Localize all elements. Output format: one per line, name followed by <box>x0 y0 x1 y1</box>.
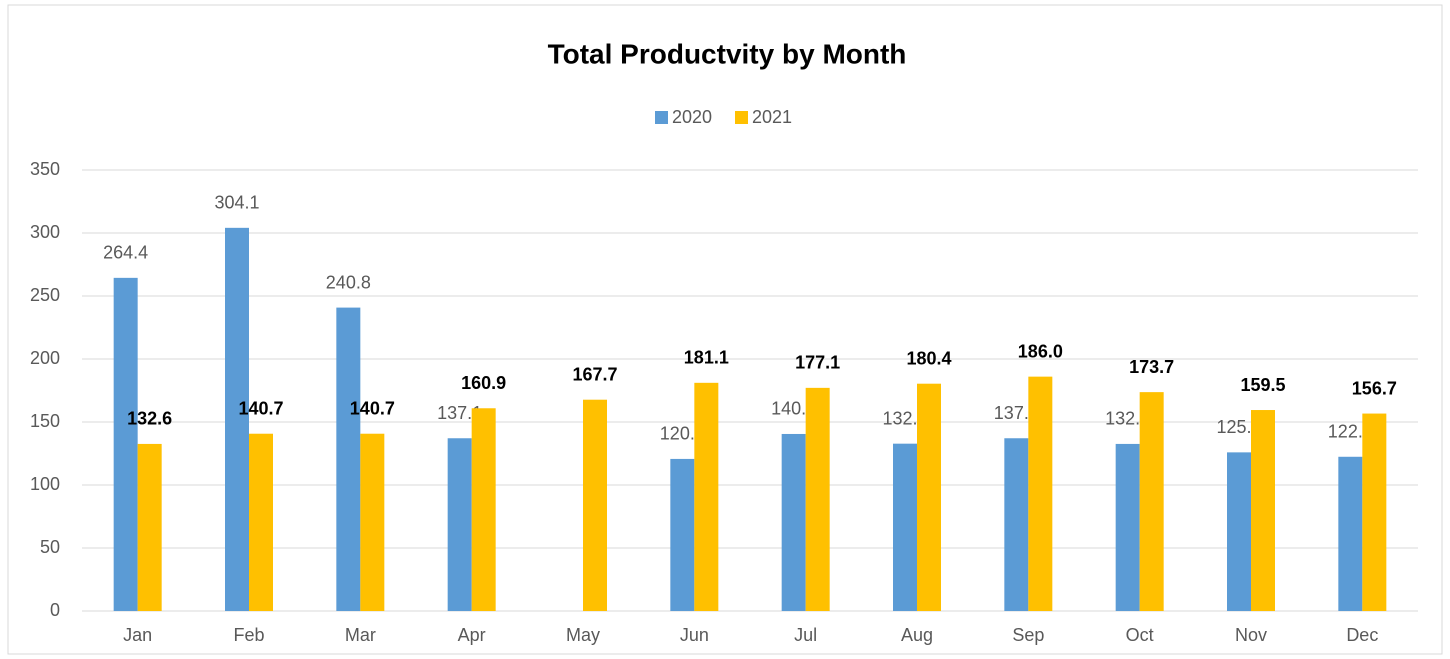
bar <box>360 433 385 611</box>
data-label: 156.7 <box>1352 378 1397 398</box>
data-label: 186.0 <box>1018 341 1063 361</box>
data-label: 132.6 <box>127 409 172 429</box>
bar <box>113 277 138 611</box>
bar <box>225 227 249 612</box>
bar <box>917 383 941 611</box>
data-label: 240.8 <box>326 272 371 292</box>
bar <box>694 382 719 611</box>
bar <box>1004 438 1029 611</box>
bar <box>781 433 806 611</box>
x-tick-label: Jan <box>123 625 152 645</box>
y-tick-label: 350 <box>30 159 60 179</box>
bar <box>137 443 162 611</box>
data-label: 132.8 <box>882 408 927 428</box>
data-label: 137.1 <box>994 403 1039 423</box>
y-tick-label: 50 <box>40 537 60 557</box>
bar <box>805 387 830 611</box>
data-label: 132.6 <box>1105 409 1150 429</box>
x-tick-label: Sep <box>1012 625 1044 645</box>
bar <box>1338 456 1363 611</box>
bar <box>1227 452 1251 611</box>
chart-border <box>7 4 1443 655</box>
bar <box>447 438 472 611</box>
y-tick-label: 300 <box>30 222 60 242</box>
bar <box>670 458 695 611</box>
legend-swatch <box>735 111 748 124</box>
data-label: 304.1 <box>214 193 259 213</box>
data-label: 180.4 <box>906 348 951 368</box>
y-tick-label: 150 <box>30 411 60 431</box>
x-tick-label: Mar <box>345 625 376 645</box>
x-tick-label: May <box>566 625 600 645</box>
x-tick-label: Jul <box>794 625 817 645</box>
data-label: 160.9 <box>461 373 506 393</box>
bar <box>1139 392 1164 611</box>
bar <box>249 433 273 611</box>
chart-title: Total Productvity by Month <box>548 38 907 69</box>
x-tick-label: Jun <box>680 625 709 645</box>
data-label: 167.7 <box>572 364 617 384</box>
bar <box>336 307 361 611</box>
data-label: 140.7 <box>350 398 395 418</box>
x-tick-label: Aug <box>901 625 933 645</box>
data-label: 137.1 <box>437 403 482 423</box>
x-tick-label: Oct <box>1126 625 1154 645</box>
y-tick-label: 250 <box>30 285 60 305</box>
data-label: 140.7 <box>238 398 283 418</box>
bar <box>1251 410 1275 611</box>
y-tick-label: 100 <box>30 474 60 494</box>
data-label: 177.1 <box>795 353 840 373</box>
data-label: 264.4 <box>103 243 148 263</box>
bar <box>471 408 496 611</box>
bar <box>1115 443 1140 611</box>
x-tick-label: Apr <box>458 625 486 645</box>
data-label: 125.9 <box>1216 417 1261 437</box>
bar <box>1028 376 1053 611</box>
bar <box>1362 413 1387 611</box>
data-label: 122.4 <box>1328 422 1373 442</box>
legend-swatch <box>655 111 668 124</box>
data-label: 120.7 <box>660 424 705 444</box>
x-tick-label: Nov <box>1235 625 1267 645</box>
x-tick-label: Dec <box>1346 625 1378 645</box>
bar <box>583 399 607 611</box>
data-label: 159.5 <box>1240 375 1285 395</box>
y-tick-label: 0 <box>50 600 60 620</box>
bar <box>893 443 917 611</box>
legend-label: 2021 <box>752 107 792 127</box>
legend-label: 2020 <box>672 107 712 127</box>
data-label: 181.1 <box>684 348 729 368</box>
x-tick-label: Feb <box>233 625 264 645</box>
data-label: 173.7 <box>1129 357 1174 377</box>
y-tick-label: 200 <box>30 348 60 368</box>
data-label: 140.5 <box>771 399 816 419</box>
